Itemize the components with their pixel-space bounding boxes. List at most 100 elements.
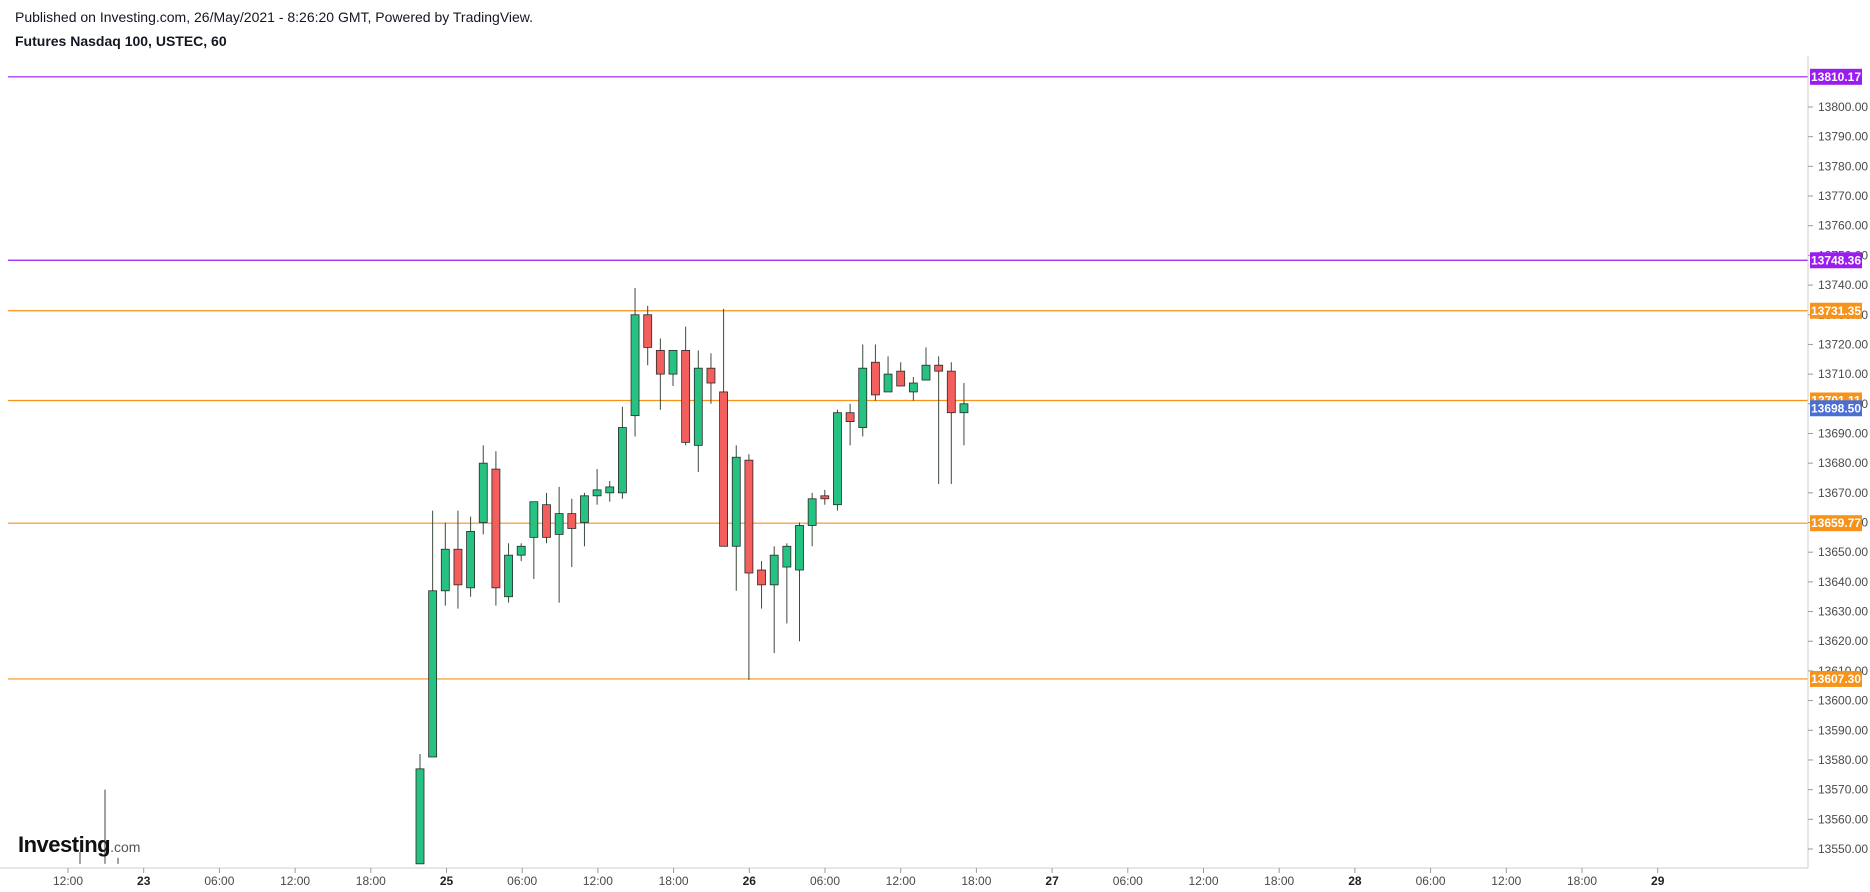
candle-up [504,554,513,598]
candle-down [820,495,830,500]
candle-up [807,498,817,526]
candle-down [655,349,665,375]
y-tick-label: 13670.00 [1818,486,1868,500]
candle-up [605,486,615,494]
candle-up [795,525,804,571]
candle-up [908,382,918,393]
publish-info: Published on Investing.com, 26/May/2021 … [15,9,534,25]
y-tick-label: 13600.00 [1818,694,1868,708]
candle-up [516,545,526,556]
chart-title: Futures Nasdaq 100, USTEC, 60 [15,33,227,49]
candle-down [491,468,501,589]
candle-down [871,361,880,396]
price-axis[interactable]: 13550.00 13560.00 13570.00 13580.00 13590.00… [1808,100,1868,856]
x-tick-label: 23 [137,874,151,888]
y-tick-label: 13640.00 [1818,575,1868,589]
candle-up [440,548,450,592]
x-tick-label: 06:00 [1113,874,1143,888]
logo-suffix: .com [110,839,141,855]
level-tag-label: 13607.30 [1811,672,1861,686]
candle-down [896,370,906,387]
candle-up [630,314,640,417]
y-tick-label: 13740.00 [1818,278,1868,292]
candle-up [592,489,602,497]
time-axis[interactable]: 12:00 23 06:00 12:00 18:00 25 06:00 12:00 18:00 2… [53,868,1665,888]
candle-up [883,373,893,393]
candle-up [693,367,703,446]
candle-up [554,513,564,535]
level-tag [1810,68,1862,85]
x-tick-label: 12:00 [280,874,310,888]
x-tick-label: 12:00 [53,874,83,888]
x-tick-label: 28 [1348,874,1362,888]
level-lines [8,76,1808,680]
y-tick-label: 13680.00 [1818,456,1868,470]
candle-up [478,462,488,523]
candle-up [959,403,969,414]
candle-up [731,456,741,547]
candle-up [580,495,589,523]
x-tick-label: 06:00 [810,874,840,888]
candles [79,288,969,865]
candle-up [428,590,438,758]
x-tick-label: 25 [440,874,454,888]
candle-up [618,427,627,494]
candle-down [845,412,855,423]
logo-brand: Investing [18,832,111,857]
candle-up [858,367,868,428]
x-tick-label: 18:00 [1567,874,1597,888]
candle-up [769,554,779,586]
y-tick-label: 13630.00 [1818,605,1868,619]
candle-up [415,768,425,865]
level-tag [1810,670,1862,687]
y-tick-label: 13690.00 [1818,426,1868,440]
y-tick-label: 13780.00 [1818,159,1868,173]
x-tick-label: 29 [1651,874,1665,888]
level-tag [1810,252,1862,269]
price-tags: 13810.1713748.3613731.3513701.1113659.77… [1810,68,1862,687]
x-tick-label: 06:00 [507,874,537,888]
level-tag [1810,515,1862,532]
candle-down [453,548,463,586]
x-tick-label: 26 [743,874,757,888]
y-tick-label: 13800.00 [1818,100,1868,114]
candle-down [757,569,766,586]
candle-up [833,412,842,506]
current-price-tag [1810,400,1862,417]
candle-down [946,370,956,414]
y-tick-label: 13760.00 [1818,219,1868,233]
y-tick-label: 13770.00 [1818,189,1868,203]
candle-down [681,349,691,443]
y-tick-label: 13590.00 [1818,723,1868,737]
x-tick-label: 18:00 [961,874,991,888]
y-tick-label: 13790.00 [1818,130,1868,144]
x-tick-label: 18:00 [1264,874,1294,888]
y-tick-label: 13560.00 [1818,812,1868,826]
x-tick-label: 27 [1045,874,1059,888]
y-tick-label: 13570.00 [1818,783,1868,797]
level-tag-label: 13731.35 [1811,304,1861,318]
candle-down [744,459,754,574]
x-tick-label: 12:00 [1188,874,1218,888]
level-tag-label: 13659.77 [1811,516,1861,530]
candle-up [668,349,678,375]
investing-logo: Investing.com [18,832,140,858]
x-tick-label: 12:00 [886,874,916,888]
level-tag [1810,302,1862,319]
candle-down [542,504,551,538]
level-tag-label: 13748.36 [1811,253,1861,267]
y-tick-label: 13620.00 [1818,634,1868,648]
candle-up [921,364,931,381]
x-tick-label: 18:00 [356,874,386,888]
x-tick-label: 06:00 [1416,874,1446,888]
candle-down [719,391,728,547]
candle-down [934,364,944,372]
y-tick-label: 13710.00 [1818,367,1868,381]
y-tick-label: 13720.00 [1818,337,1868,351]
candle-down [567,513,577,529]
x-tick-label: 12:00 [583,874,613,888]
current-price-tag-label: 13698.50 [1811,401,1861,415]
level-tag-label: 13810.17 [1811,70,1861,84]
candle-down [643,314,653,348]
